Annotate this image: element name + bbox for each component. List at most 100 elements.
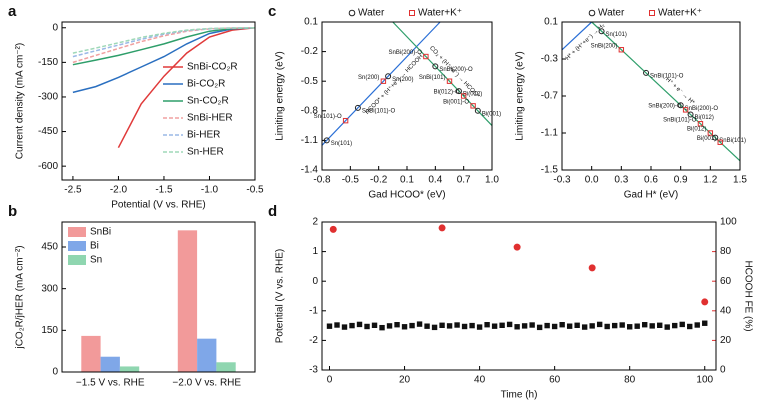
- x-axis-label: Gad H* (eV): [624, 190, 678, 201]
- series-line: [117, 27, 256, 149]
- y-tick-label: -1.5: [541, 165, 559, 176]
- point-label: SnBi(101)-O: [663, 117, 697, 123]
- point: [529, 322, 535, 328]
- plot-frame: [561, 21, 741, 171]
- point: [634, 323, 640, 329]
- point-label: Sn(101)-O: [314, 114, 342, 120]
- point: [697, 121, 704, 127]
- bar: [100, 356, 120, 372]
- point: [455, 88, 462, 95]
- point-label: Bi(012): [463, 92, 482, 98]
- x-tick-label: -0.5: [246, 185, 264, 196]
- y2-tick-label: 0: [720, 365, 726, 376]
- y-axis-label: Potential (V vs. RHE): [275, 249, 286, 343]
- point: [626, 324, 633, 330]
- point: [513, 243, 521, 251]
- legend-label: Bi: [90, 241, 99, 252]
- point: [514, 324, 520, 330]
- point: [394, 322, 400, 328]
- point-label: SnBi(101): [719, 138, 746, 144]
- point: [364, 323, 370, 330]
- point: [701, 298, 709, 306]
- point-label: Bi(001): [697, 136, 716, 142]
- point: [581, 324, 588, 330]
- y-tick-label: -1.4: [301, 165, 319, 176]
- y2-tick-label: 80: [720, 246, 732, 257]
- point: [474, 107, 481, 114]
- point-label: Sn(200): [392, 77, 413, 83]
- point: [461, 323, 468, 330]
- point: [446, 323, 453, 329]
- point: [401, 324, 408, 330]
- point: [687, 111, 694, 118]
- plot-frame: [61, 21, 256, 181]
- point: [694, 322, 700, 328]
- y-tick-label: 0: [312, 276, 318, 287]
- x-tick-label: 40: [474, 375, 486, 386]
- point: [679, 321, 685, 328]
- point: [484, 322, 490, 328]
- point: [371, 322, 378, 329]
- y-tick-label: -1.1: [541, 128, 559, 139]
- legend-label: Sn-HER: [187, 147, 224, 158]
- x-tick-label: 80: [624, 375, 636, 386]
- y-tick-label: -0.8: [301, 105, 319, 116]
- point-label: SnBi(101): [419, 75, 446, 81]
- point: [643, 69, 650, 76]
- point: [566, 323, 573, 329]
- line-annotation: H⁺ + e⁻ → H*: [664, 76, 696, 107]
- panel-label: d: [268, 203, 277, 220]
- y-tick-label: 1: [312, 246, 318, 257]
- point: [326, 323, 333, 329]
- x-tick-label: 1.2: [703, 175, 717, 186]
- x-axis-label: Gad HCOO* (eV): [368, 190, 445, 201]
- point: [574, 322, 580, 329]
- point: [712, 134, 719, 141]
- point-label: SnBi(200): [591, 43, 618, 49]
- point-label: SnBi(200)-O: [439, 67, 473, 73]
- point: [469, 322, 475, 329]
- point-label: SnBi(101)-O: [650, 73, 684, 79]
- point: [707, 130, 714, 136]
- x-tick-label: -2.0: [110, 185, 128, 196]
- series-line: [72, 27, 256, 58]
- point: [423, 53, 429, 60]
- y-tick-label: -0.3: [541, 54, 559, 65]
- point: [379, 324, 385, 331]
- x-tick-label: -0.8: [313, 175, 331, 186]
- x-tick-label: 0: [327, 375, 333, 386]
- series-line: [72, 27, 256, 66]
- y2-tick-label: 40: [720, 305, 732, 316]
- x-tick-label: 1.0: [485, 175, 499, 186]
- point: [664, 324, 670, 330]
- point: [341, 324, 348, 330]
- x-tick-label: 20: [399, 375, 411, 386]
- legend-label: Water: [358, 8, 385, 19]
- legend-label: Water: [598, 8, 625, 19]
- point: [438, 224, 446, 232]
- x-tick-label: -2.5: [64, 185, 82, 196]
- x-tick-label: 0.9: [674, 175, 688, 186]
- point-label: Bi(012)-O: [434, 90, 460, 96]
- point: [491, 323, 498, 329]
- point: [521, 323, 528, 329]
- legend-marker: [649, 10, 655, 16]
- y-axis-label: Limiting energy (eV): [515, 51, 526, 140]
- y-axis-label: jCO₂R/jHER (mA cm⁻²): [15, 245, 26, 349]
- point-label: Sn(101): [606, 32, 627, 38]
- y-tick-label: -600: [38, 161, 58, 172]
- legend-label: Sn-CO₂R: [187, 96, 229, 107]
- y-tick-label: 2: [312, 217, 318, 228]
- bar: [81, 335, 101, 372]
- legend-swatch: [68, 255, 86, 265]
- x-tick-label: 100: [696, 375, 713, 386]
- y-tick-label: -0.2: [301, 46, 319, 57]
- point: [323, 137, 330, 144]
- point: [672, 322, 678, 329]
- point-label: SnBi(101)-O: [362, 108, 396, 114]
- point: [589, 323, 595, 329]
- point: [424, 323, 430, 329]
- y-tick-label: 450: [41, 242, 58, 253]
- x-tick-label: -1.5: [155, 185, 173, 196]
- y-tick-label: -3: [309, 365, 318, 376]
